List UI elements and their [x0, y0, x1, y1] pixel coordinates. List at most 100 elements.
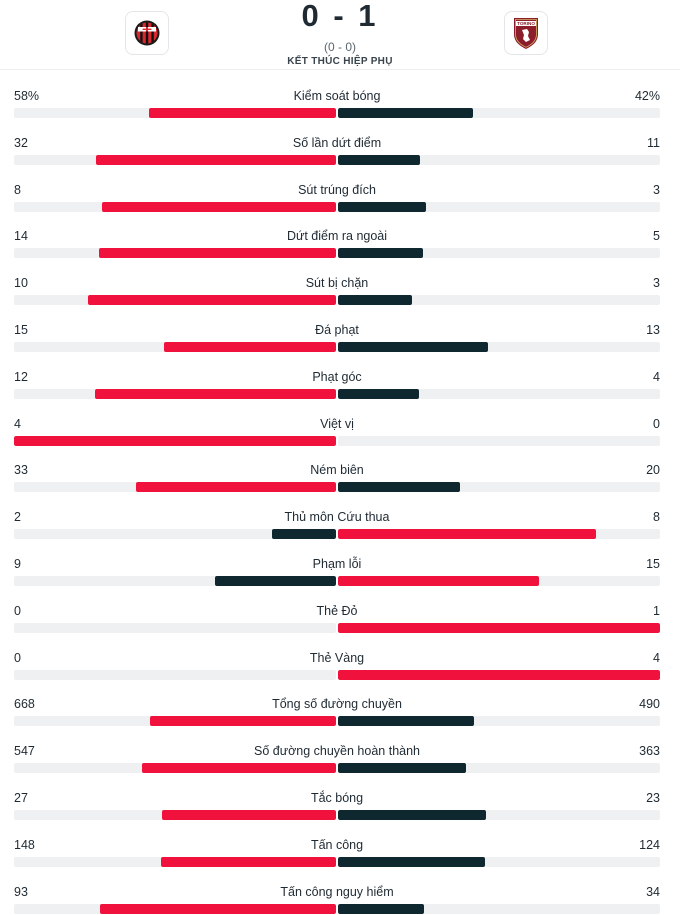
away-stat-bar-track [338, 716, 660, 727]
away-stat-bar [338, 575, 540, 586]
home-stat-bar-track [14, 108, 336, 118]
stat-label: Thẻ Đỏ [316, 603, 358, 618]
away-stat-value: 4 [653, 369, 660, 384]
away-stat-value: 34 [646, 884, 660, 899]
home-stat-bar [150, 716, 336, 727]
away-stat-bar [338, 763, 467, 774]
home-stat-value: 0 [14, 650, 21, 665]
home-stat-value: 547 [14, 744, 35, 759]
away-stat-value: 5 [653, 229, 660, 244]
away-stat-value: 124 [639, 837, 660, 852]
stat-label: Sút trúng đích [298, 182, 376, 197]
home-stat-bar-track [14, 763, 336, 774]
home-stat-bar [149, 108, 336, 118]
home-stat-value: 2 [14, 510, 21, 525]
stat-label: Phạt góc [312, 369, 362, 384]
home-stat-bar-track [14, 201, 336, 212]
home-stat-value: 9 [14, 556, 21, 571]
stat-row: 547 Số đường chuyền hoàn thành 363 [0, 739, 680, 786]
home-stat-value: 33 [14, 463, 28, 478]
home-stat-value: 32 [14, 135, 28, 150]
home-stat-bar [96, 154, 336, 165]
home-stat-bar [142, 763, 336, 774]
stat-row: 12 Phạt góc 4 [0, 365, 680, 412]
away-stat-bar-track [338, 903, 660, 914]
stat-row: 148 Tấn công 124 [0, 833, 680, 880]
home-stat-value: 12 [14, 369, 28, 384]
home-stat-value: 10 [14, 276, 28, 291]
away-stat-bar [338, 108, 474, 118]
home-stat-value: 27 [14, 790, 28, 805]
away-stat-bar [338, 903, 425, 914]
away-stat-value: 3 [653, 182, 660, 197]
home-stat-bar-track [14, 341, 336, 352]
stat-label: Việt vị [320, 416, 354, 431]
away-stat-bar-track [338, 295, 660, 306]
home-stat-bar [163, 341, 336, 352]
home-stat-bar [101, 201, 336, 212]
stat-label: Phạm lỗi [312, 556, 362, 571]
stat-row: 32 Số lần dứt điểm 11 [0, 131, 680, 178]
away-stat-bar-track [338, 248, 660, 259]
stat-label: Ném biên [310, 463, 364, 478]
home-stat-bar [88, 295, 336, 306]
home-stat-value: 58% [14, 89, 40, 103]
stat-label: Sút bị chặn [305, 276, 369, 291]
away-stat-bar-track [338, 201, 660, 212]
away-stat-bar [338, 201, 426, 212]
away-stat-bar-track [338, 388, 660, 399]
stat-row: 668 Tổng số đường chuyền 490 [0, 692, 680, 739]
away-stat-bar-track [338, 763, 660, 774]
stat-row: 14 Dứt điểm ra ngoài 5 [0, 224, 680, 271]
home-stat-bar-track [14, 622, 336, 633]
away-stat-value: 13 [646, 322, 660, 337]
home-team-logo[interactable] [125, 11, 169, 55]
home-stat-bar [160, 856, 336, 867]
home-stat-bar-track [14, 388, 336, 399]
away-stat-bar-track [338, 622, 660, 633]
match-header: 0 - 1 (0 - 0) KẾT THÚC HIỆP PHỤ TORINO [0, 0, 680, 70]
away-stat-value: 3 [653, 276, 660, 291]
stat-label: Số đường chuyền hoàn thành [254, 744, 420, 759]
stat-label: Số lần dứt điểm [292, 135, 382, 150]
away-stat-bar-track [338, 482, 660, 493]
stat-row: 33 Ném biên 20 [0, 458, 680, 505]
stat-row: 93 Tấn công nguy hiểm 34 [0, 880, 680, 915]
home-stat-value: 93 [14, 884, 28, 899]
stat-row: 10 Sút bị chặn 3 [0, 271, 680, 318]
home-stat-bar-track [14, 529, 336, 540]
away-stat-bar [338, 622, 660, 633]
stat-row: 0 Thẻ Vàng 4 [0, 646, 680, 693]
away-stat-bar-track [338, 575, 660, 586]
stat-label: Tấn công nguy hiểm [280, 884, 394, 899]
match-stats-list: 58% Kiểm soát bóng 42% 32 Số lần dứt điểm 11 8… [0, 84, 680, 915]
home-stat-bar-track [14, 856, 336, 867]
away-stat-value: 4 [653, 650, 660, 665]
home-stat-value: 148 [14, 837, 35, 852]
home-stat-bar [215, 575, 336, 586]
stat-row: 0 Thẻ Đỏ 1 [0, 599, 680, 646]
home-stat-value: 668 [14, 697, 35, 712]
away-stat-value: 490 [639, 697, 660, 712]
home-stat-value: 15 [14, 322, 28, 337]
away-stat-value: 0 [653, 416, 660, 431]
stat-row: 8 Sút trúng đích 3 [0, 178, 680, 225]
away-stat-bar [338, 154, 421, 165]
stat-row: 4 Việt vị 0 [0, 412, 680, 459]
stat-row: 15 Đá phạt 13 [0, 318, 680, 365]
torino-crest-icon: TORINO [514, 18, 538, 49]
home-stat-bar-track [14, 575, 336, 586]
away-stat-bar [338, 669, 660, 680]
stat-label: Đá phạt [315, 322, 359, 337]
away-stat-bar [338, 341, 488, 352]
away-stat-value: 15 [646, 556, 660, 571]
away-team-logo[interactable]: TORINO [504, 11, 548, 55]
away-stat-bar-track [338, 809, 660, 820]
stat-label: Tổng số đường chuyền [272, 697, 402, 712]
away-stat-value: 23 [646, 790, 660, 805]
home-stat-bar [94, 388, 336, 399]
away-stat-value: 20 [646, 463, 660, 478]
away-stat-bar-track [338, 154, 660, 165]
home-stat-value: 0 [14, 603, 21, 618]
stat-label: Thủ môn Cứu thua [284, 510, 390, 525]
